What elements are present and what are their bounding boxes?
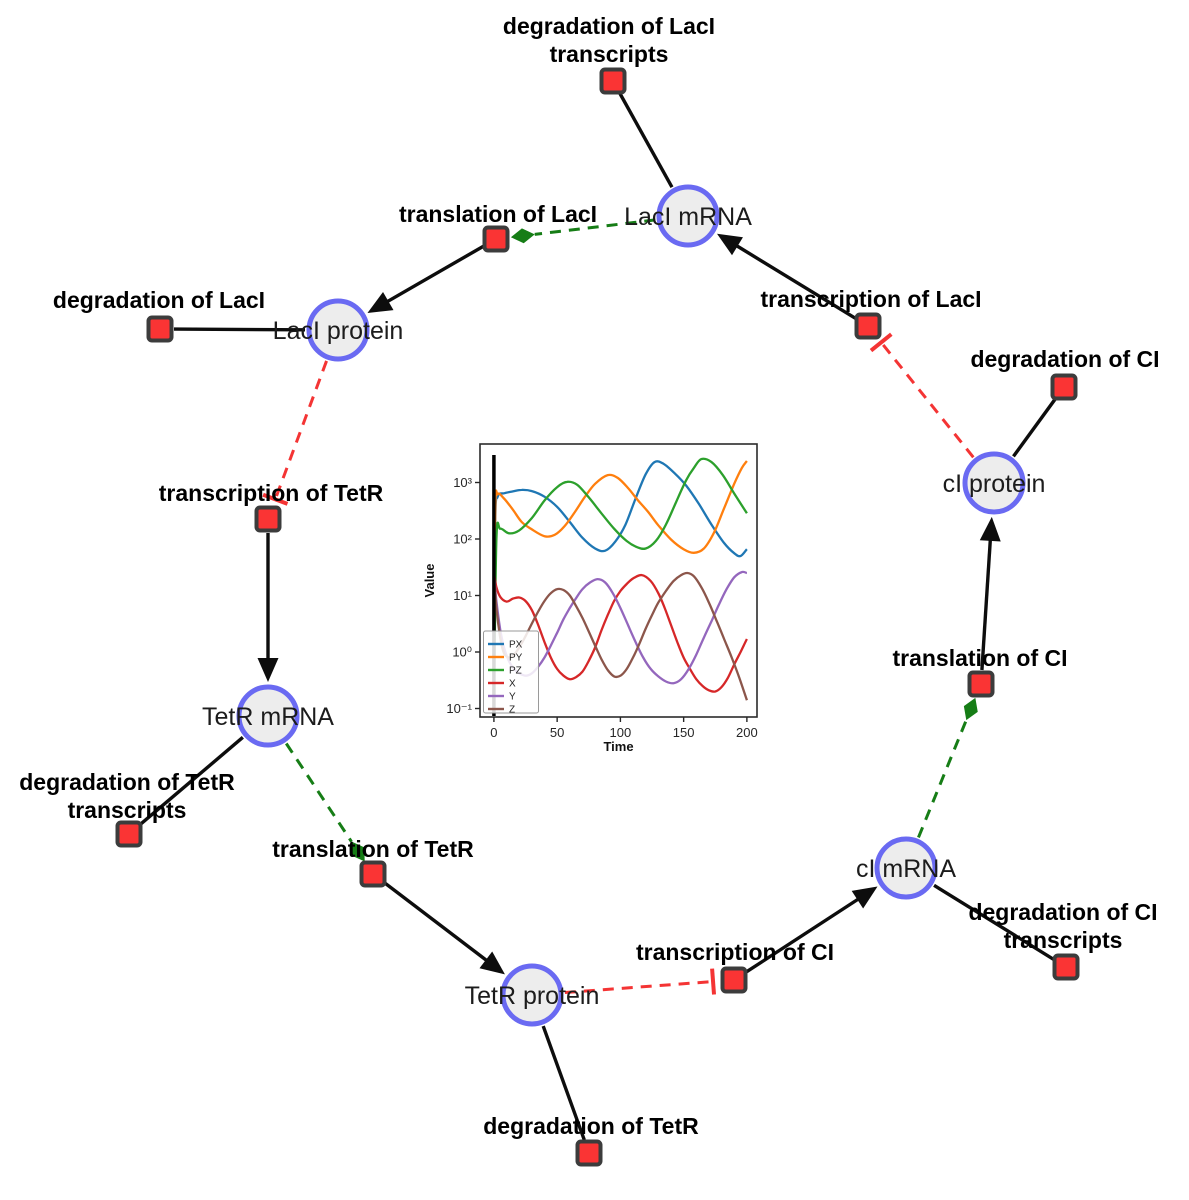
chart-series-PZ: [492, 457, 748, 709]
y-tick-label-1e1: 10¹: [453, 588, 472, 603]
chart-series-X: [492, 572, 748, 693]
reaction-label-deg-tetr-line0: degradation of TetR: [483, 1113, 699, 1139]
x-tick-label-150: 150: [673, 725, 695, 740]
species-label-ci-protein: cI protein: [943, 470, 1046, 498]
reaction-node-transcription-ci: [720, 966, 748, 994]
edge-laci-mrna--translation-laci-diamond-icon: [510, 228, 535, 244]
edge-ci-mrna--translation-ci-diamond-icon: [963, 697, 978, 721]
reaction-label-deg-tetr-transcripts-line1: transcripts: [68, 797, 187, 823]
reaction-node-transcription-laci: [854, 312, 882, 340]
edge-ci-mrna--translation-ci: [917, 719, 968, 839]
species-node-ci-protein: [962, 451, 1026, 515]
x-tick-label-200: 200: [736, 725, 758, 740]
chart-frame: [479, 443, 758, 718]
reaction-label-deg-ci-transcripts-line1: transcripts: [1004, 927, 1123, 953]
edge-tetr-protein--deg-tetr: [541, 1025, 586, 1141]
reaction-node-deg-ci: [1050, 373, 1078, 401]
species-label-laci-mrna: LacI mRNA: [624, 203, 752, 231]
species-label-tetr-protein: TetR protein: [465, 982, 600, 1010]
chart-series-PY: [492, 460, 748, 709]
species-node-laci-protein: [306, 298, 370, 362]
edge-laci-protein--transcription-tetr: [274, 360, 328, 498]
edge-ci-protein--transcription-laci-tee-icon: [869, 332, 893, 353]
edge-translation-laci--laci-protein-arrowhead-icon: [367, 291, 394, 314]
reaction-label-translation-tetr-line0: translation of TetR: [272, 836, 474, 862]
nodes-layer: [115, 67, 1080, 1167]
reaction-label-deg-laci-transcripts-line1: transcripts: [550, 41, 669, 67]
reaction-node-deg-tetr: [575, 1139, 603, 1167]
reaction-label-deg-laci-transcripts-line0: degradation of LacI: [503, 13, 715, 39]
x-axis-label: Time: [603, 739, 633, 754]
x-tick-label-100: 100: [610, 725, 632, 740]
reaction-node-translation-laci: [482, 225, 510, 253]
edge-translation-ci--ci-protein-arrowhead-icon: [979, 516, 1001, 542]
edge-ci-protein--transcription-laci: [881, 343, 975, 459]
edge-tetr-mrna--deg-tetr-transcripts: [138, 736, 244, 827]
reaction-label-translation-ci-line0: translation of CI: [892, 645, 1067, 671]
edge-laci-protein--deg-laci: [173, 327, 306, 332]
species-node-ci-mrna: [874, 836, 938, 900]
edge-laci-protein--transcription-tetr-tee-icon: [262, 492, 289, 506]
reaction-node-deg-ci-transcripts: [1052, 953, 1080, 981]
reaction-node-deg-laci-transcripts: [599, 67, 627, 95]
edge-transcription-tetr--tetr-mrna-arrowhead-icon: [257, 658, 279, 682]
reaction-label-transcription-laci-line0: transcription of LacI: [760, 286, 981, 312]
reaction-label-deg-ci-transcripts-line0: degradation of CI: [968, 899, 1157, 925]
y-tick-label-1e2: 10²: [453, 532, 472, 547]
edge-laci-mrna--translation-laci: [534, 218, 656, 236]
legend-label-Y: Y: [509, 692, 516, 703]
edge-ci-mrna--deg-ci-transcripts: [933, 883, 1055, 962]
edge-tetr-mrna--translation-tetr-diamond-icon: [351, 841, 365, 862]
legend-label-Z: Z: [509, 705, 515, 716]
legend-label-PX: PX: [509, 640, 523, 651]
chart-legend: PX PY PZ XYZ: [483, 630, 539, 716]
edge-tetr-mrna--translation-tetr: [285, 742, 353, 843]
y-tick-label-1e-1: 10⁻¹: [446, 701, 472, 716]
reaction-label-deg-tetr-transcripts-line0: degradation of TetR: [19, 769, 235, 795]
species-node-tetr-protein: [500, 963, 564, 1027]
reaction-node-translation-tetr: [359, 860, 387, 888]
x-tick-label-0: 0: [490, 725, 497, 740]
chart-series-PX: [492, 460, 748, 709]
reaction-label-deg-laci-line0: degradation of LacI: [53, 287, 265, 313]
legend-label-X: X: [509, 679, 516, 690]
edge-translation-tetr--tetr-protein: [383, 881, 492, 965]
edge-transcription-ci--ci-mrna-arrowhead-icon: [851, 886, 878, 909]
reaction-label-translation-laci-line0: translation of LacI: [399, 201, 597, 227]
edge-tetr-protein--transcription-ci: [564, 980, 711, 995]
reaction-label-deg-ci-line0: degradation of CI: [970, 346, 1159, 372]
reaction-label-transcription-tetr-line0: transcription of TetR: [159, 480, 384, 506]
species-node-tetr-mrna: [236, 684, 300, 748]
reaction-node-deg-tetr-transcripts: [115, 820, 143, 848]
species-label-tetr-mrna: TetR mRNA: [202, 703, 334, 731]
inset-chart: 0 50 100 150 20010⁻¹10⁰10¹10²10³TimeValuePXP…: [422, 443, 758, 754]
species-label-laci-protein: LacI protein: [273, 317, 404, 345]
edge-transcription-ci--ci-mrna: [744, 894, 864, 974]
legend-label-PY: PY: [509, 653, 523, 664]
species-label-ci-mrna: cI mRNA: [856, 855, 956, 883]
edge-ci-protein--deg-ci: [1012, 397, 1058, 458]
edge-translation-laci--laci-protein: [382, 244, 485, 306]
labels-layer: degradation of LacItranscriptstranslatio…: [19, 13, 1159, 1139]
y-tick-label-1e3: 10³: [453, 475, 472, 490]
legend-box: [483, 630, 539, 714]
edges-layer: [138, 92, 1058, 1141]
edge-translation-ci--ci-protein: [980, 534, 993, 671]
y-axis-label: Value: [422, 564, 437, 598]
edge-translation-tetr--tetr-protein-arrowhead-icon: [479, 951, 505, 975]
x-tick-label-50: 50: [550, 725, 564, 740]
edge-laci-mrna--deg-laci-transcripts: [618, 92, 674, 188]
reaction-node-transcription-tetr: [254, 505, 282, 533]
edge-transcription-laci--laci-mrna-arrowhead-icon: [717, 233, 743, 256]
species-node-laci-mrna: [656, 184, 720, 248]
reaction-node-translation-ci: [967, 670, 995, 698]
reaction-label-transcription-ci-line0: transcription of CI: [636, 939, 834, 965]
edge-transcription-laci--laci-mrna: [731, 241, 857, 321]
edge-tetr-protein--transcription-ci-tee-icon: [710, 968, 717, 995]
y-tick-label-1e0: 10⁰: [452, 645, 472, 660]
legend-label-PZ: PZ: [509, 666, 522, 677]
reaction-node-deg-laci: [146, 315, 174, 343]
